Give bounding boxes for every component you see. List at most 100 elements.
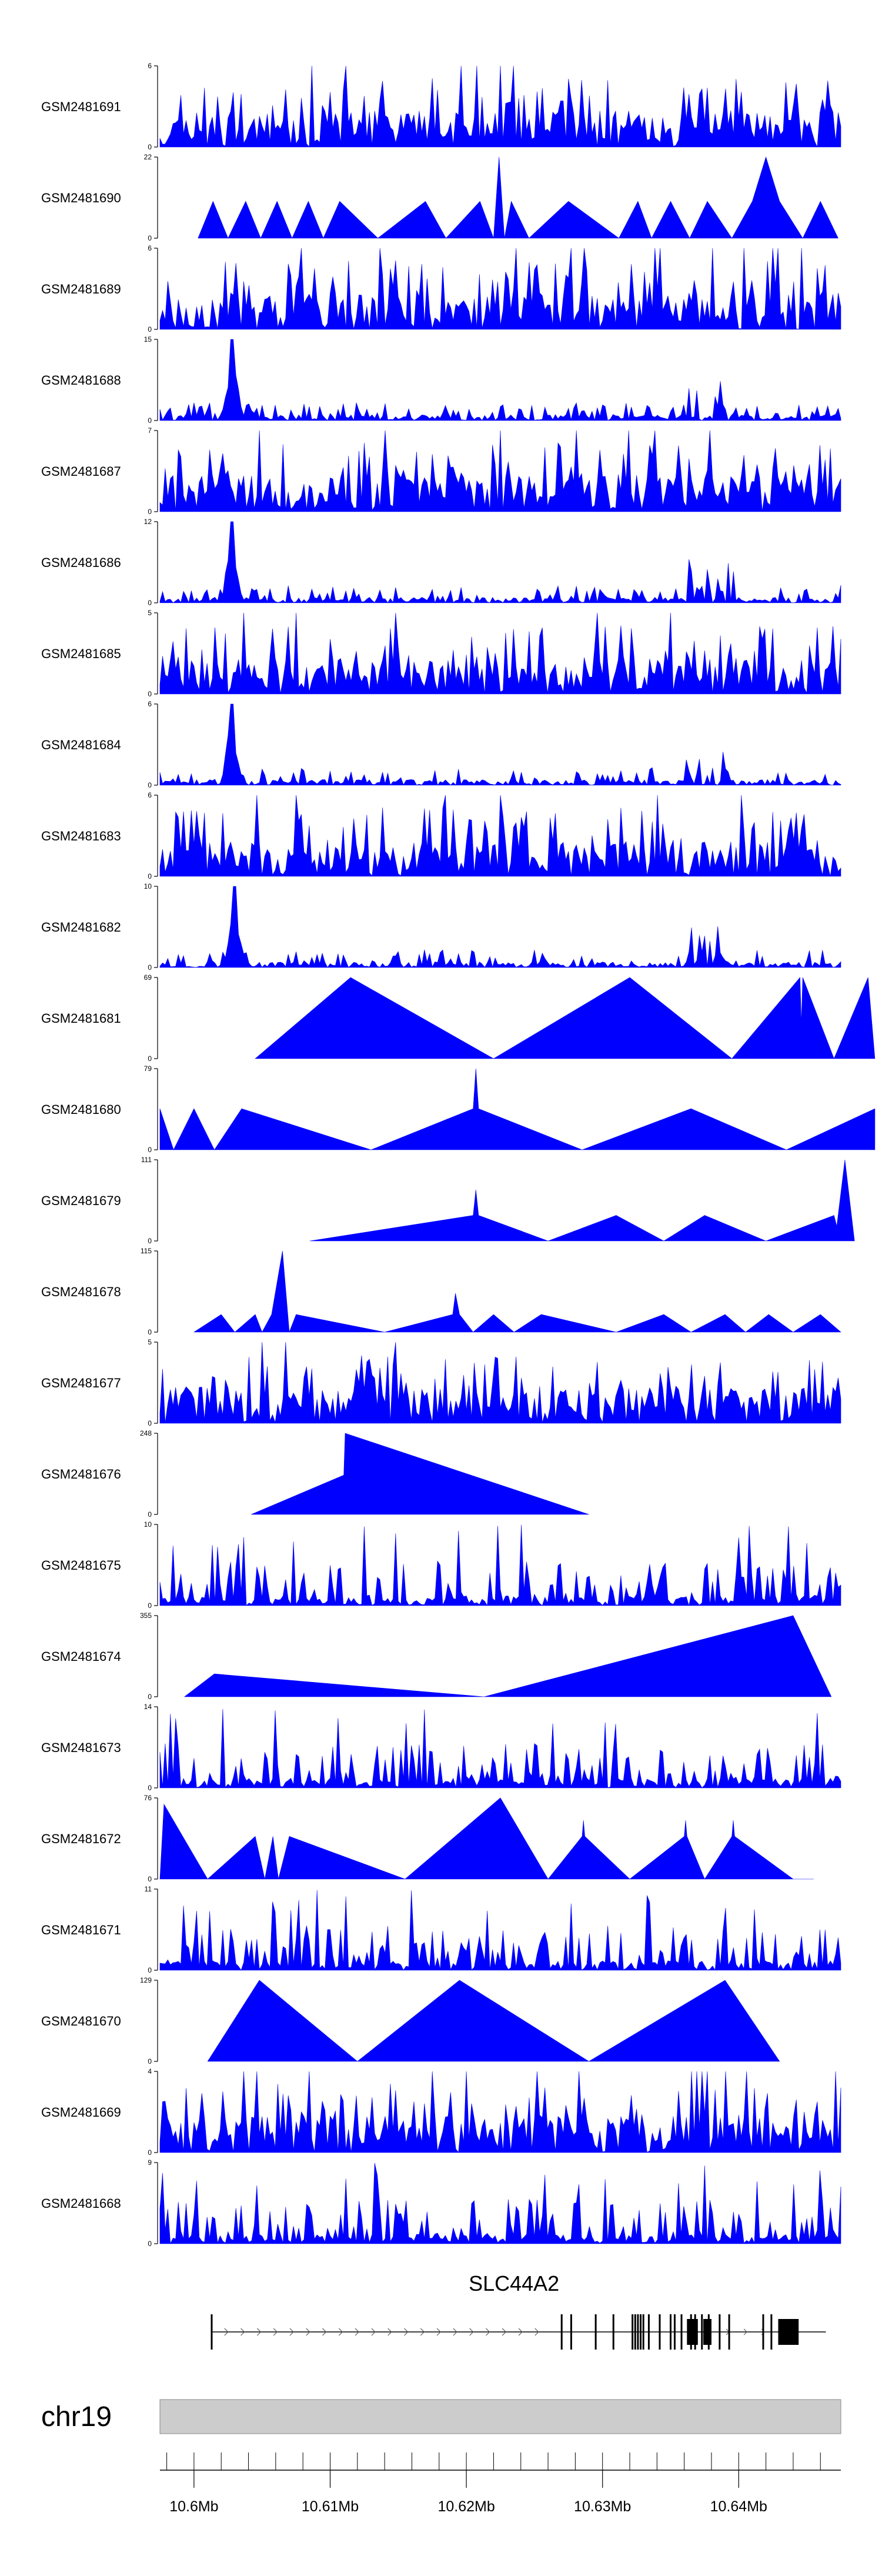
exon: [701, 2314, 703, 2350]
track-label: GSM2481684: [41, 738, 121, 752]
chromosome-label: chr19: [41, 2401, 112, 2432]
y-tick-label-min: 0: [148, 325, 152, 333]
track-label: GSM2481683: [41, 829, 121, 843]
x-tick-label: 10.64Mb: [710, 2498, 767, 2515]
signal-area: [159, 339, 841, 421]
signal-area: [159, 703, 841, 786]
track-GSM2481680: GSM2481680 79 0: [41, 1065, 876, 1154]
track-label: GSM2481681: [41, 1011, 121, 1026]
exon: [680, 2314, 683, 2350]
signal-area: [159, 248, 841, 330]
x-tick-label: 10.63Mb: [574, 2498, 631, 2515]
track-GSM2481674: GSM2481674 355 0: [41, 1611, 832, 1701]
track-label: GSM2481676: [41, 1467, 121, 1481]
signal-area: [193, 1250, 841, 1333]
tracks-layer: GSM248169160GSM2481690220GSM248168960GSM…: [41, 62, 876, 2248]
signal-area: [159, 1797, 814, 1880]
strand-arrow: [404, 2328, 409, 2336]
track-label: GSM2481690: [41, 191, 121, 205]
strand-arrow: [240, 2328, 245, 2336]
gene-model: SLC44A2: [211, 2271, 826, 2350]
ideogram-band: [159, 2399, 841, 2434]
exon: [762, 2314, 764, 2350]
y-tick-label-max: 10: [144, 882, 152, 890]
signal-area: [207, 1980, 780, 2062]
strand-arrow: [322, 2328, 327, 2336]
signal-area: [159, 1524, 841, 1606]
y-tick-label-min: 0: [148, 143, 152, 151]
strand-arrow: [338, 2328, 343, 2336]
y-tick-label-min: 0: [148, 690, 152, 698]
signal-area: [159, 886, 841, 968]
exon: [570, 2314, 572, 2350]
signal-area: [159, 2163, 841, 2244]
signal-area: [159, 1709, 841, 1788]
y-tick-label-max: 11: [145, 1885, 152, 1893]
y-tick-label-max: 14: [144, 1703, 152, 1711]
track-GSM2481672: GSM2481672 76 0: [41, 1794, 814, 1883]
track-label: GSM2481688: [41, 373, 121, 388]
signal-area: [255, 977, 876, 1059]
track-GSM2481690: GSM2481690 22 0: [41, 153, 838, 242]
track-GSM2481691: GSM2481691 6 0: [41, 62, 841, 151]
track-label: GSM2481677: [41, 1376, 121, 1390]
track-label: GSM2481678: [41, 1284, 121, 1299]
y-tick-label-max: 6: [148, 62, 152, 70]
track-GSM2481675: GSM2481675 10 0: [41, 1520, 841, 1610]
signal-area: [159, 1068, 876, 1150]
exon: [634, 2314, 636, 2350]
y-tick-label-min: 0: [148, 1237, 152, 1245]
y-tick-label-min: 0: [148, 1966, 152, 1974]
strand-arrow: [453, 2328, 457, 2336]
signal-area: [159, 430, 841, 512]
track-label: GSM2481687: [41, 464, 121, 479]
strand-arrow: [502, 2328, 507, 2336]
y-tick-label-max: 355: [140, 1611, 152, 1620]
strand-arrow: [486, 2328, 490, 2336]
y-tick-label-min: 0: [148, 508, 152, 516]
strand-arrow: [289, 2328, 294, 2336]
y-tick-label-min: 0: [148, 1146, 152, 1154]
track-label: GSM2481673: [41, 1740, 121, 1755]
signal-area: [309, 1159, 855, 1242]
y-tick-label-max: 12: [144, 518, 152, 526]
track-label: GSM2481685: [41, 646, 121, 661]
track-GSM2481685: GSM2481685 5 0: [41, 609, 841, 698]
track-GSM2481688: GSM2481688 15 0: [41, 335, 841, 425]
signal-area: [159, 612, 841, 695]
track-label: GSM2481672: [41, 1831, 121, 1846]
y-tick-label-max: 6: [148, 791, 152, 799]
y-tick-label-min: 0: [148, 1419, 152, 1427]
track-GSM2481676: GSM2481676 248 0: [41, 1429, 589, 1519]
y-tick-label-max: 79: [144, 1065, 152, 1073]
strand-arrow: [371, 2328, 376, 2336]
exon: [560, 2314, 563, 2350]
track-label: GSM2481682: [41, 920, 121, 935]
track-GSM2481679: GSM2481679 111 0: [41, 1156, 855, 1245]
y-tick-label-max: 111: [141, 1156, 152, 1164]
track-GSM2481689: GSM2481689 6 0: [41, 244, 841, 333]
y-tick-label-min: 0: [148, 1055, 152, 1063]
y-tick-label-max: 115: [141, 1247, 152, 1255]
strand-arrow: [469, 2328, 474, 2336]
track-label: GSM2481691: [41, 99, 121, 114]
exon: [673, 2314, 676, 2350]
track-GSM2481669: GSM2481669 4 0: [41, 2067, 841, 2157]
exon: [594, 2314, 597, 2350]
track-GSM2481678: GSM2481678 115 0: [41, 1247, 841, 1336]
y-tick-label-max: 5: [148, 1338, 152, 1346]
exon: [632, 2314, 634, 2350]
exon: [687, 2319, 698, 2345]
y-tick-label-min: 0: [148, 1693, 152, 1701]
y-tick-label-max: 5: [148, 609, 152, 617]
signal-area: [251, 1433, 589, 1515]
y-tick-label-min: 0: [148, 2148, 152, 2157]
strand-arrow: [436, 2328, 441, 2336]
strand-arrow: [306, 2328, 310, 2336]
strand-arrow: [743, 2328, 747, 2335]
exon: [670, 2314, 671, 2350]
y-tick-label-max: 248: [140, 1429, 152, 1437]
chromosome-ideogram: chr19: [41, 2399, 841, 2434]
track-GSM2481684: GSM2481684 6 0: [41, 700, 841, 789]
